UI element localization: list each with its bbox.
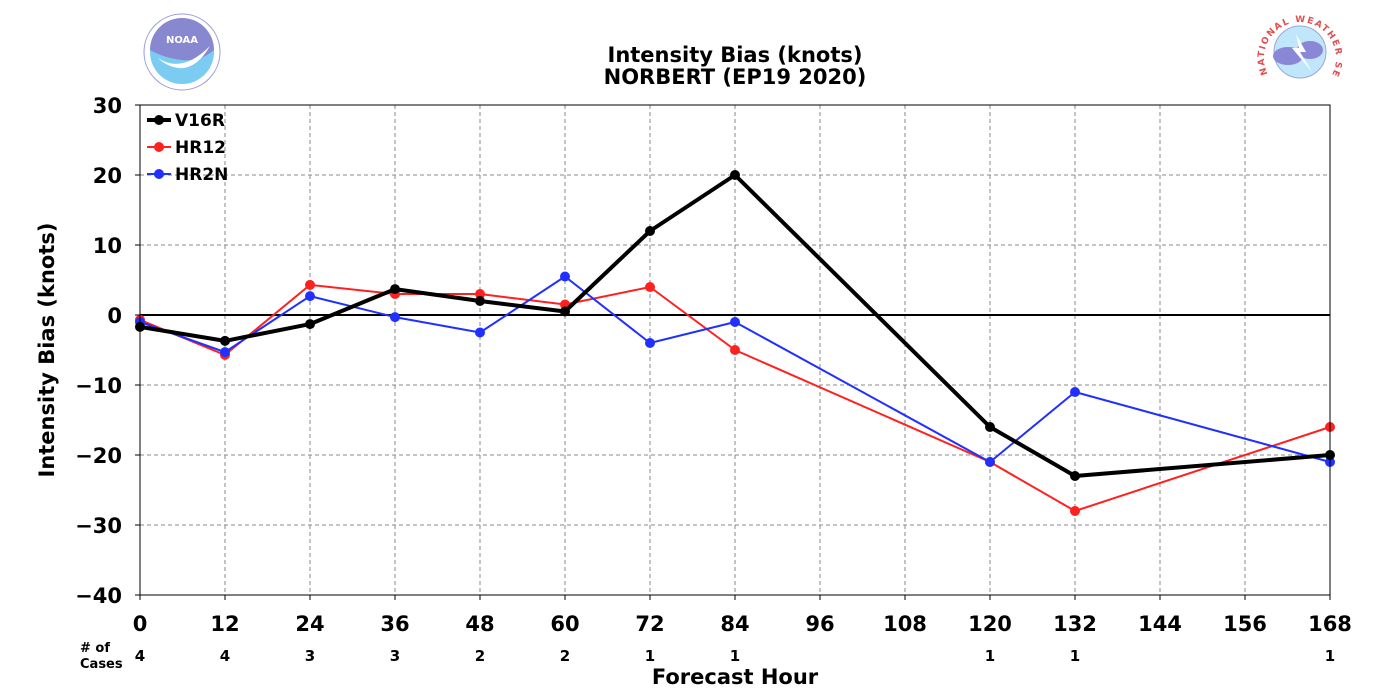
legend-item-v16r: V16R (147, 111, 225, 131)
case-count: 2 (475, 647, 485, 665)
data-point-hr12 (645, 282, 655, 292)
cases-header-line1: # of (80, 641, 110, 656)
data-point-hr12 (305, 279, 315, 290)
x-tick-label: 96 (805, 612, 834, 636)
legend-label: HR2N (175, 165, 228, 185)
case-count: 1 (645, 647, 655, 665)
data-point-hr2n (390, 312, 400, 323)
legend-swatch-marker (154, 142, 164, 152)
data-point-v16r (560, 306, 570, 317)
y-tick-label: 20 (93, 164, 122, 188)
data-point-hr2n (475, 327, 485, 338)
data-point-v16r (645, 226, 655, 236)
legend-item-hr12: HR12 (147, 138, 226, 158)
case-count: 3 (390, 647, 400, 665)
data-point-hr2n (645, 338, 655, 348)
case-count: 1 (985, 647, 995, 665)
y-tick-label: 0 (107, 304, 122, 328)
case-count: 1 (1325, 647, 1335, 665)
data-point-v16r (305, 319, 315, 330)
data-point-v16r (475, 296, 485, 306)
data-point-hr12 (730, 345, 740, 355)
x-tick-label: 0 (133, 612, 148, 636)
data-point-hr2n (1070, 387, 1080, 397)
y-tick-label: −10 (75, 374, 122, 398)
legend-label: V16R (175, 111, 225, 131)
y-tick-label: −30 (75, 514, 122, 538)
data-point-hr2n (305, 291, 315, 302)
cases-header-line2: Cases (80, 657, 123, 672)
y-tick-label: 30 (93, 94, 122, 118)
data-point-v16r (220, 335, 230, 346)
chart-title-line2: NORBERT (EP19 2020) (604, 65, 867, 89)
data-point-hr2n (220, 347, 230, 358)
legend-label: HR12 (175, 138, 226, 158)
data-point-hr12 (475, 289, 485, 299)
chart-title-line1: Intensity Bias (knots) (608, 43, 863, 67)
noaa-logo-icon: NOAA (143, 13, 221, 91)
x-tick-label: 60 (550, 612, 579, 636)
series-hr2n (135, 271, 1335, 467)
y-tick-label: −40 (75, 584, 122, 608)
x-tick-label: 120 (968, 612, 1012, 636)
x-axis-label: Forecast Hour (652, 665, 819, 689)
case-count: 4 (220, 647, 230, 665)
data-point-v16r (985, 422, 995, 432)
case-count: 2 (560, 647, 570, 665)
data-point-hr2n (560, 271, 570, 282)
case-count: 3 (305, 647, 315, 665)
data-point-hr2n (985, 457, 995, 467)
legend: V16R HR12 HR2N (147, 111, 228, 185)
x-tick-label: 132 (1053, 612, 1097, 636)
x-tick-label: 24 (295, 612, 324, 636)
x-axis-ticks: 0 12 24 36 48 60 72 84 96 108 120 132 144 156 168 (133, 595, 1352, 636)
y-axis-ticks: −40 −30 −20 −10 0 10 20 30 (75, 94, 140, 608)
data-point-v16r (390, 284, 400, 295)
x-tick-label: 36 (380, 612, 409, 636)
x-tick-label: 72 (635, 612, 664, 636)
y-tick-label: −20 (75, 444, 122, 468)
cases-row: 4 4 3 3 2 2 1 1 1 1 1 (135, 647, 1335, 665)
x-tick-label: 168 (1308, 612, 1352, 636)
legend-item-hr2n: HR2N (147, 165, 228, 185)
x-tick-label: 108 (883, 612, 927, 636)
case-count: 1 (730, 647, 740, 665)
y-tick-label: 10 (93, 234, 122, 258)
x-tick-label: 144 (1138, 612, 1182, 636)
series-v16r (135, 170, 1335, 481)
data-point-v16r (1070, 471, 1080, 481)
noaa-logo-text: NOAA (166, 35, 198, 46)
series-layer (135, 170, 1335, 516)
case-count: 4 (135, 647, 145, 665)
x-tick-label: 12 (210, 612, 239, 636)
x-tick-label: 48 (465, 612, 494, 636)
data-point-hr12 (1070, 506, 1080, 516)
data-point-v16r (730, 170, 740, 180)
x-tick-label: 84 (720, 612, 749, 636)
x-tick-label: 156 (1223, 612, 1267, 636)
case-count: 1 (1070, 647, 1080, 665)
y-axis-label: Intensity Bias (knots) (35, 223, 59, 478)
legend-swatch-marker (154, 115, 164, 125)
data-point-hr2n (730, 317, 740, 327)
legend-swatch-marker (154, 169, 164, 179)
